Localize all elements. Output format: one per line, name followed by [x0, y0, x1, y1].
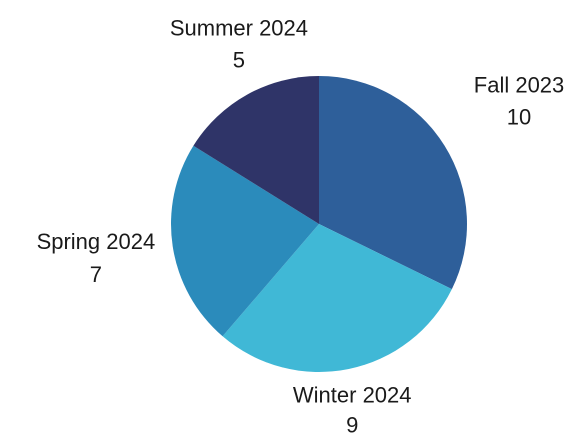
slice-value: 9: [346, 412, 358, 434]
slice-label: Winter 2024: [293, 382, 412, 407]
slice-value: 5: [233, 48, 245, 73]
pie-slice: [222, 224, 452, 372]
slice-label: Fall 2023: [474, 73, 565, 98]
pie-slice: [319, 76, 467, 290]
slice-value: 7: [90, 262, 102, 287]
pie-slice: [193, 76, 319, 224]
slice-value: 10: [507, 105, 531, 130]
pie-slice: [171, 145, 319, 337]
slice-label: Summer 2024: [170, 16, 308, 41]
slice-label: Spring 2024: [37, 229, 156, 254]
